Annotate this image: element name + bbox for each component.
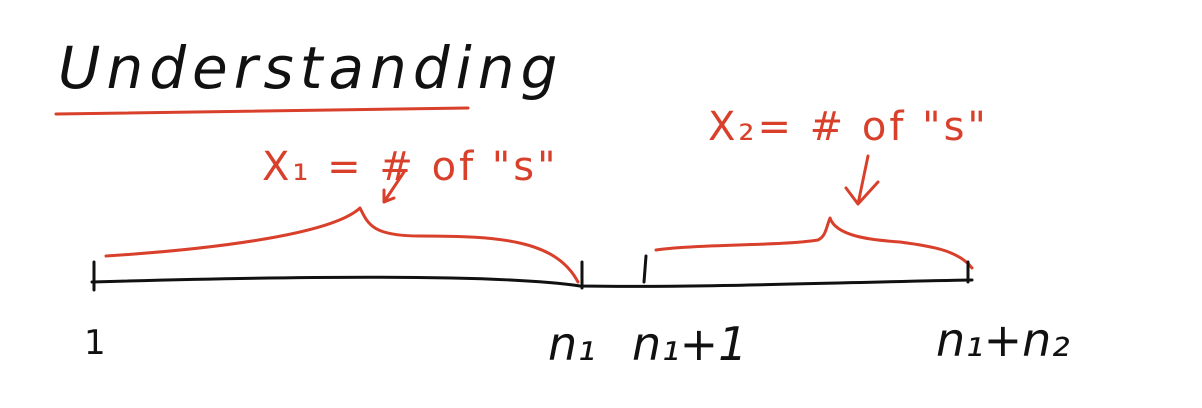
diagram-title: Understanding <box>58 34 563 102</box>
label-n1-plus-1: n₁+1 <box>632 317 747 371</box>
arrow-x1 <box>382 170 406 204</box>
label-n1-plus-n2: n₁+n₂ <box>936 313 1070 367</box>
brace-first-group <box>104 206 580 284</box>
label-start: 1 <box>84 323 106 363</box>
title-underline <box>54 106 470 116</box>
arrow-x2 <box>844 154 880 206</box>
tick-n1-plus-1 <box>642 254 648 284</box>
annotation-x2: X₂= # of "s" <box>708 104 989 150</box>
label-n1: n₁ <box>548 317 596 371</box>
brace-second-group <box>654 216 974 270</box>
number-line <box>90 275 974 288</box>
annotation-x1: X₁ = # of "s" <box>262 144 559 190</box>
